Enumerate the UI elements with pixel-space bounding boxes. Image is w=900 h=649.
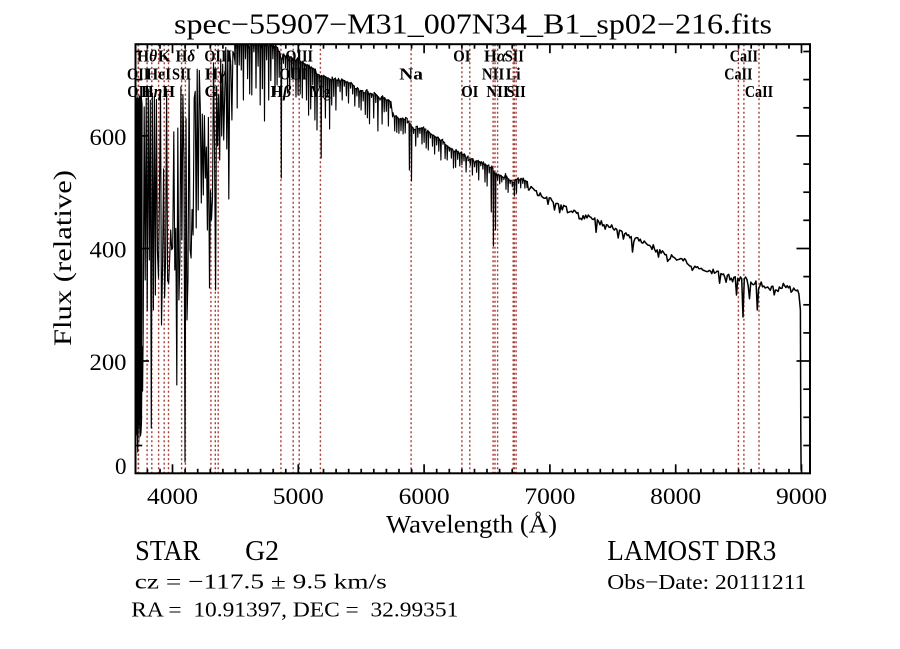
- svg-text:0: 0: [115, 454, 127, 479]
- svg-text:cz = −117.5 ± 9.5 km/s: cz = −117.5 ± 9.5 km/s: [135, 569, 387, 593]
- svg-text:Na: Na: [399, 64, 423, 83]
- svg-text:HeI: HeI: [146, 64, 171, 83]
- svg-text:Hδ: Hδ: [176, 47, 196, 66]
- svg-text:200: 200: [90, 350, 127, 375]
- svg-text:K: K: [158, 47, 171, 66]
- svg-text:STAR: STAR: [135, 535, 201, 567]
- svg-text:8000: 8000: [650, 484, 701, 509]
- svg-text:Hη: Hη: [141, 82, 162, 101]
- svg-text:CaII: CaII: [730, 47, 758, 66]
- svg-text:7000: 7000: [524, 484, 575, 509]
- svg-text:CaII: CaII: [745, 82, 773, 101]
- svg-text:600: 600: [90, 125, 127, 150]
- svg-text:400: 400: [90, 238, 127, 263]
- svg-text:spec−55907−M31_007N34_B1_sp02−: spec−55907−M31_007N34_B1_sp02−216.fits: [174, 9, 772, 40]
- svg-text:Hα: Hα: [484, 47, 507, 66]
- svg-text:6000: 6000: [399, 484, 450, 509]
- svg-text:LAMOST DR3: LAMOST DR3: [607, 535, 776, 567]
- svg-text:OII: OII: [127, 82, 149, 101]
- svg-text:H: H: [162, 82, 175, 101]
- svg-text:NII: NII: [486, 82, 508, 101]
- svg-text:OI: OI: [453, 47, 470, 66]
- svg-text:Hθ: Hθ: [137, 47, 158, 66]
- svg-text:9000: 9000: [776, 484, 827, 509]
- svg-text:Flux (relative): Flux (relative): [50, 170, 77, 346]
- svg-text:SII: SII: [505, 47, 524, 66]
- svg-text:OI: OI: [461, 82, 478, 101]
- svg-text:Obs−Date: 20111211: Obs−Date: 20111211: [607, 570, 806, 594]
- svg-text:5000: 5000: [273, 484, 324, 509]
- svg-text:NII: NII: [482, 64, 504, 83]
- svg-text:CaII: CaII: [724, 64, 752, 83]
- svg-text:SII: SII: [507, 82, 526, 101]
- svg-text:Li: Li: [506, 64, 521, 83]
- svg-text:G2: G2: [245, 535, 279, 567]
- svg-text:4000: 4000: [147, 484, 198, 509]
- svg-text:Wavelength (Å): Wavelength (Å): [386, 512, 557, 539]
- svg-text:G: G: [204, 82, 217, 101]
- svg-text:SII: SII: [172, 64, 191, 83]
- svg-text:RA = 10.91397, DEC = 32.9935: RA = 10.91397, DEC = 32.99351: [131, 598, 458, 622]
- svg-text:OII: OII: [127, 64, 149, 83]
